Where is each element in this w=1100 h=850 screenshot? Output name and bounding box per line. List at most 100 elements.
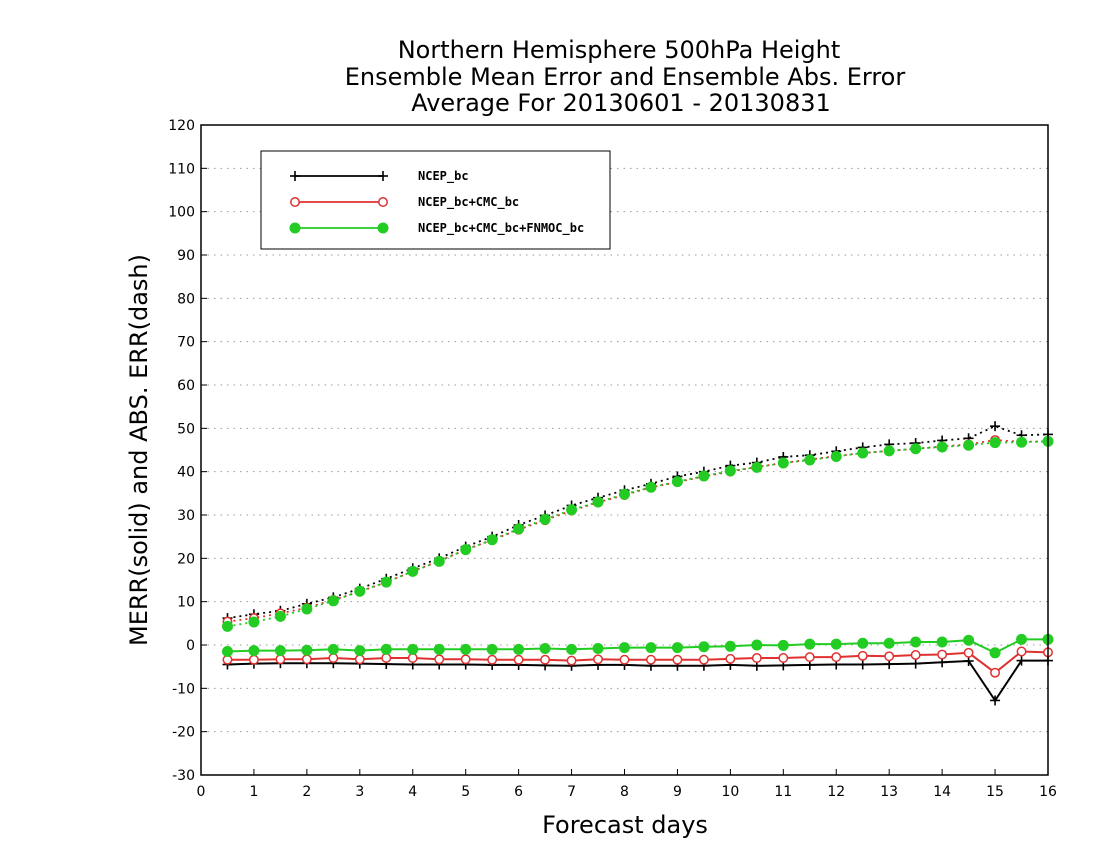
data-point: [407, 565, 419, 577]
data-point: [566, 655, 577, 666]
data-point: [989, 647, 1001, 659]
y-tick-label: 50: [177, 421, 195, 437]
data-point: [751, 653, 762, 663]
data-point: [354, 645, 366, 657]
series-group: [221, 421, 1054, 706]
chart-title-line-3: Average For 20130601 - 20130831: [411, 89, 831, 117]
legend: NCEP_bc NCEP_bc+CMC_bc NCEP_bc+CMC_bc+FNMO…: [260, 150, 611, 250]
data-point: [698, 470, 710, 482]
data-point: [539, 642, 551, 654]
data-point: [963, 634, 975, 646]
y-tick-label: 80: [177, 291, 195, 307]
data-point: [434, 654, 445, 665]
data-point: [1016, 646, 1027, 657]
y-tick-label: 30: [177, 508, 195, 524]
data-point: [380, 643, 392, 655]
plot-frame: [200, 124, 1049, 776]
data-point: [460, 654, 471, 665]
data-point: [778, 653, 789, 663]
legend-marker: [378, 171, 388, 181]
data-point: [910, 658, 921, 669]
data-point: [990, 667, 1001, 678]
series-2-merr: [221, 633, 1054, 659]
data-point: [910, 650, 921, 660]
data-point: [354, 654, 365, 665]
series-0-abs_err: [222, 421, 1053, 624]
x-tick-label: 9: [673, 784, 682, 800]
data-point: [248, 654, 259, 665]
legend-entry: NCEP_bc: [290, 169, 469, 184]
data-point: [804, 638, 816, 650]
abs-err-line: [227, 425, 1049, 619]
legend-marker: [377, 222, 389, 234]
data-point: [248, 645, 260, 657]
series-0-merr: [222, 655, 1053, 706]
data-point: [301, 654, 312, 665]
y-tick-label: 60: [177, 378, 195, 394]
data-point: [724, 640, 736, 652]
x-tick-label: 3: [355, 784, 364, 800]
data-point: [645, 642, 657, 654]
merr-line: [227, 659, 1048, 703]
data-point: [990, 695, 1001, 706]
x-tick-label: 7: [567, 784, 576, 800]
data-point: [672, 654, 683, 665]
data-point: [777, 639, 789, 651]
data-point: [460, 544, 472, 556]
data-point: [221, 646, 233, 657]
data-point: [646, 654, 656, 665]
x-tick-label: 5: [461, 784, 470, 800]
legend-box: [260, 150, 611, 250]
legend-marker: [290, 197, 300, 207]
x-tick-label: 13: [880, 784, 898, 800]
chart-title: Northern Hemisphere 500hPa Height Ensemb…: [345, 36, 906, 117]
data-point: [301, 603, 313, 615]
merr-line: [227, 650, 1049, 674]
data-point: [671, 476, 683, 488]
data-point: [354, 585, 366, 597]
data-point: [540, 654, 551, 665]
data-point: [645, 481, 657, 493]
x-tick-label: 8: [620, 784, 629, 800]
data-point: [830, 638, 842, 650]
data-point: [486, 534, 498, 546]
data-point: [671, 642, 683, 654]
data-point: [857, 447, 869, 459]
data-point: [487, 654, 498, 665]
data-point: [857, 637, 869, 649]
data-point: [990, 421, 1001, 432]
data-point: [883, 637, 895, 649]
data-point: [804, 652, 815, 663]
x-tick-label: 4: [408, 784, 417, 800]
data-point: [936, 636, 948, 648]
data-point: [513, 654, 524, 665]
legend-label: NCEP_bc: [418, 169, 469, 184]
y-tick-label: -20: [172, 725, 195, 741]
y-tick-label: -30: [172, 768, 195, 784]
y-tick-label: -10: [172, 681, 195, 697]
data-point: [221, 620, 233, 632]
y-tick-label: 110: [168, 161, 195, 177]
data-point: [619, 642, 630, 654]
data-point: [274, 645, 286, 657]
x-tick-label: 2: [302, 784, 311, 800]
data-point: [884, 651, 895, 662]
data-point: [248, 616, 260, 628]
data-point: [857, 650, 868, 661]
x-tick-label: 11: [774, 784, 792, 800]
data-point: [513, 523, 525, 535]
data-point: [698, 641, 710, 653]
data-point: [804, 454, 816, 466]
y-axis-label: MERR(solid) and ABS. ERR(dash): [125, 254, 153, 646]
y-tick-label: 90: [177, 248, 195, 264]
data-point: [407, 643, 419, 655]
x-tick-label: 16: [1039, 784, 1057, 800]
data-point: [407, 653, 418, 663]
legend-marker: [378, 197, 388, 207]
data-point: [751, 639, 763, 651]
x-tick-label: 1: [249, 784, 258, 800]
chart-title-line-1: Northern Hemisphere 500hPa Height: [398, 36, 841, 64]
data-point: [910, 443, 922, 455]
